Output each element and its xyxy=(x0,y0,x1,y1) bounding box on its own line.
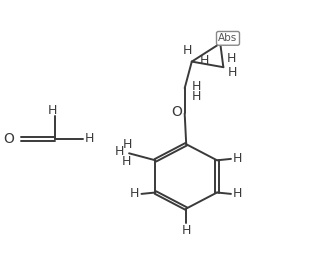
Text: H: H xyxy=(226,52,236,65)
Text: H: H xyxy=(228,66,237,79)
Text: H: H xyxy=(192,90,201,103)
Text: H: H xyxy=(130,187,140,200)
Text: H: H xyxy=(199,54,209,67)
Text: H: H xyxy=(233,152,242,165)
Text: H: H xyxy=(182,224,191,237)
Text: H: H xyxy=(85,132,94,145)
Text: H: H xyxy=(122,138,132,151)
Text: H: H xyxy=(183,44,192,57)
Text: Abs: Abs xyxy=(218,33,238,43)
Text: H: H xyxy=(115,145,125,158)
Text: H: H xyxy=(121,155,131,168)
Text: O: O xyxy=(171,105,182,119)
Text: H: H xyxy=(47,104,57,116)
Text: H: H xyxy=(233,187,242,200)
Text: H: H xyxy=(192,80,201,93)
Text: O: O xyxy=(3,132,14,146)
